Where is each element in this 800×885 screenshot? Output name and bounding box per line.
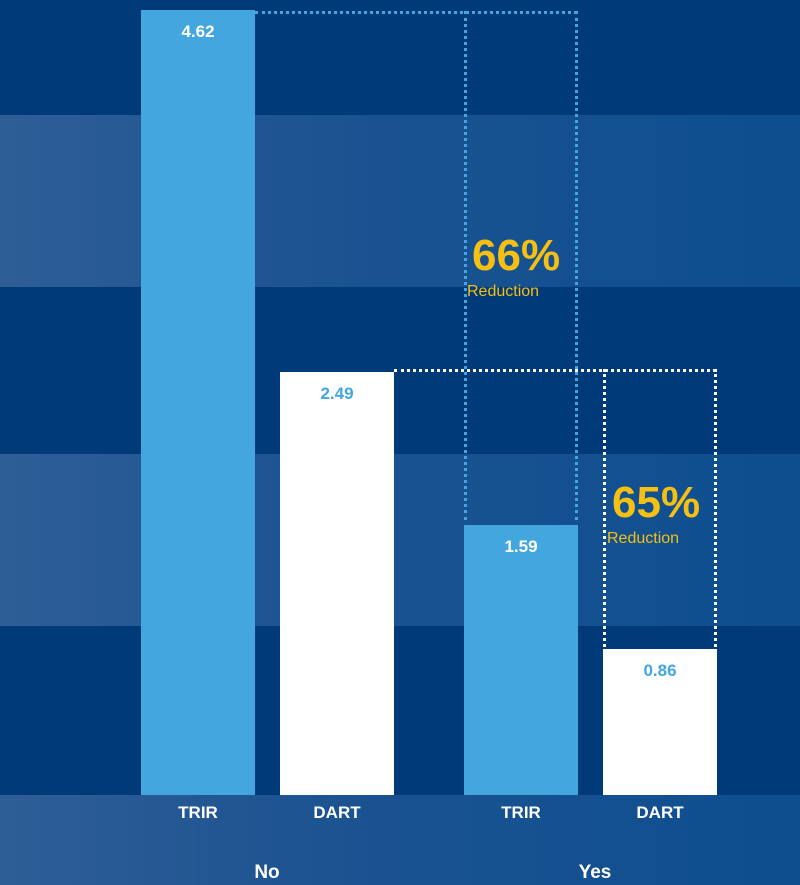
- bar-yes-trir: 1.59: [464, 524, 578, 795]
- group-label-yes: Yes: [578, 862, 612, 883]
- tick-label-dart: DART: [636, 803, 684, 822]
- dart-reduction-label: Reduction: [607, 530, 680, 547]
- axis-strip: [0, 795, 800, 885]
- data-label: 2.49: [320, 383, 354, 403]
- data-label: 0.86: [643, 660, 677, 680]
- group-label-no: No: [254, 862, 280, 883]
- background-band: [0, 454, 800, 626]
- data-label: 1.59: [504, 536, 538, 556]
- dart-reduction-percent: 65%: [612, 478, 701, 527]
- trir-reduction-bracket: [464, 11, 467, 520]
- tick-label-trir: TRIR: [178, 803, 218, 822]
- dart-reduction-bracket: [603, 369, 606, 647]
- background-band: [0, 0, 800, 115]
- data-label: 4.62: [181, 22, 215, 41]
- trir-reduction-percent: 66%: [472, 231, 561, 280]
- trir-reduction-label: Reduction: [467, 283, 540, 300]
- bar-no-trir: 4.62: [141, 10, 255, 795]
- bar-yes-dart: 0.86: [603, 648, 717, 795]
- tick-label-dart: DART: [313, 803, 361, 822]
- dart-reference-line: [394, 369, 716, 372]
- background-band: [0, 115, 800, 287]
- dart-reduction-bracket: [714, 369, 717, 647]
- bar-no-dart: 2.49: [280, 371, 394, 795]
- trir-reference-line: [255, 11, 577, 14]
- trir-reduction-bracket: [575, 11, 578, 520]
- tick-label-trir: TRIR: [501, 803, 541, 822]
